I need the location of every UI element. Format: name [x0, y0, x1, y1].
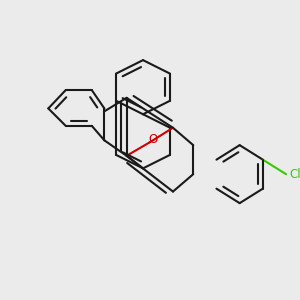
Text: Cl: Cl [289, 168, 300, 181]
Text: O: O [148, 133, 157, 146]
